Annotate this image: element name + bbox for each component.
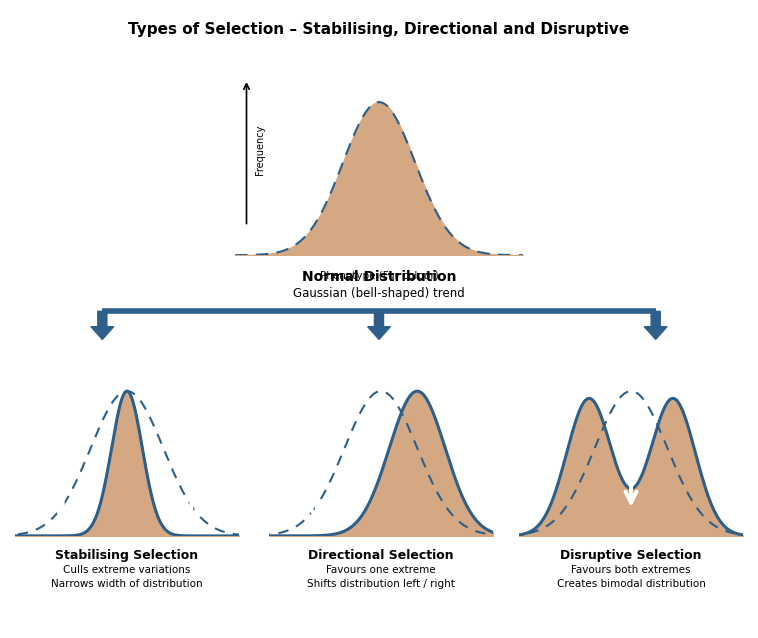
Text: Creates bimodal distribution: Creates bimodal distribution — [556, 579, 706, 590]
Text: Directional Selection: Directional Selection — [308, 549, 454, 561]
Text: Stabilising Selection: Stabilising Selection — [55, 549, 199, 561]
Text: Shifts distribution left / right: Shifts distribution left / right — [307, 579, 455, 590]
Text: Phenotype (Fur colour): Phenotype (Fur colour) — [320, 271, 438, 281]
Text: Types of Selection – Stabilising, Directional and Disruptive: Types of Selection – Stabilising, Direct… — [128, 22, 630, 38]
Text: Normal Distribution: Normal Distribution — [302, 270, 456, 284]
Text: Gaussian (bell-shaped) trend: Gaussian (bell-shaped) trend — [293, 287, 465, 300]
Text: Favours both extremes: Favours both extremes — [572, 565, 691, 575]
Text: Narrows width of distribution: Narrows width of distribution — [51, 579, 203, 590]
Text: Frequency: Frequency — [255, 125, 265, 175]
Text: Favours one extreme: Favours one extreme — [326, 565, 436, 575]
Text: Disruptive Selection: Disruptive Selection — [560, 549, 702, 561]
Text: Culls extreme variations: Culls extreme variations — [63, 565, 191, 575]
